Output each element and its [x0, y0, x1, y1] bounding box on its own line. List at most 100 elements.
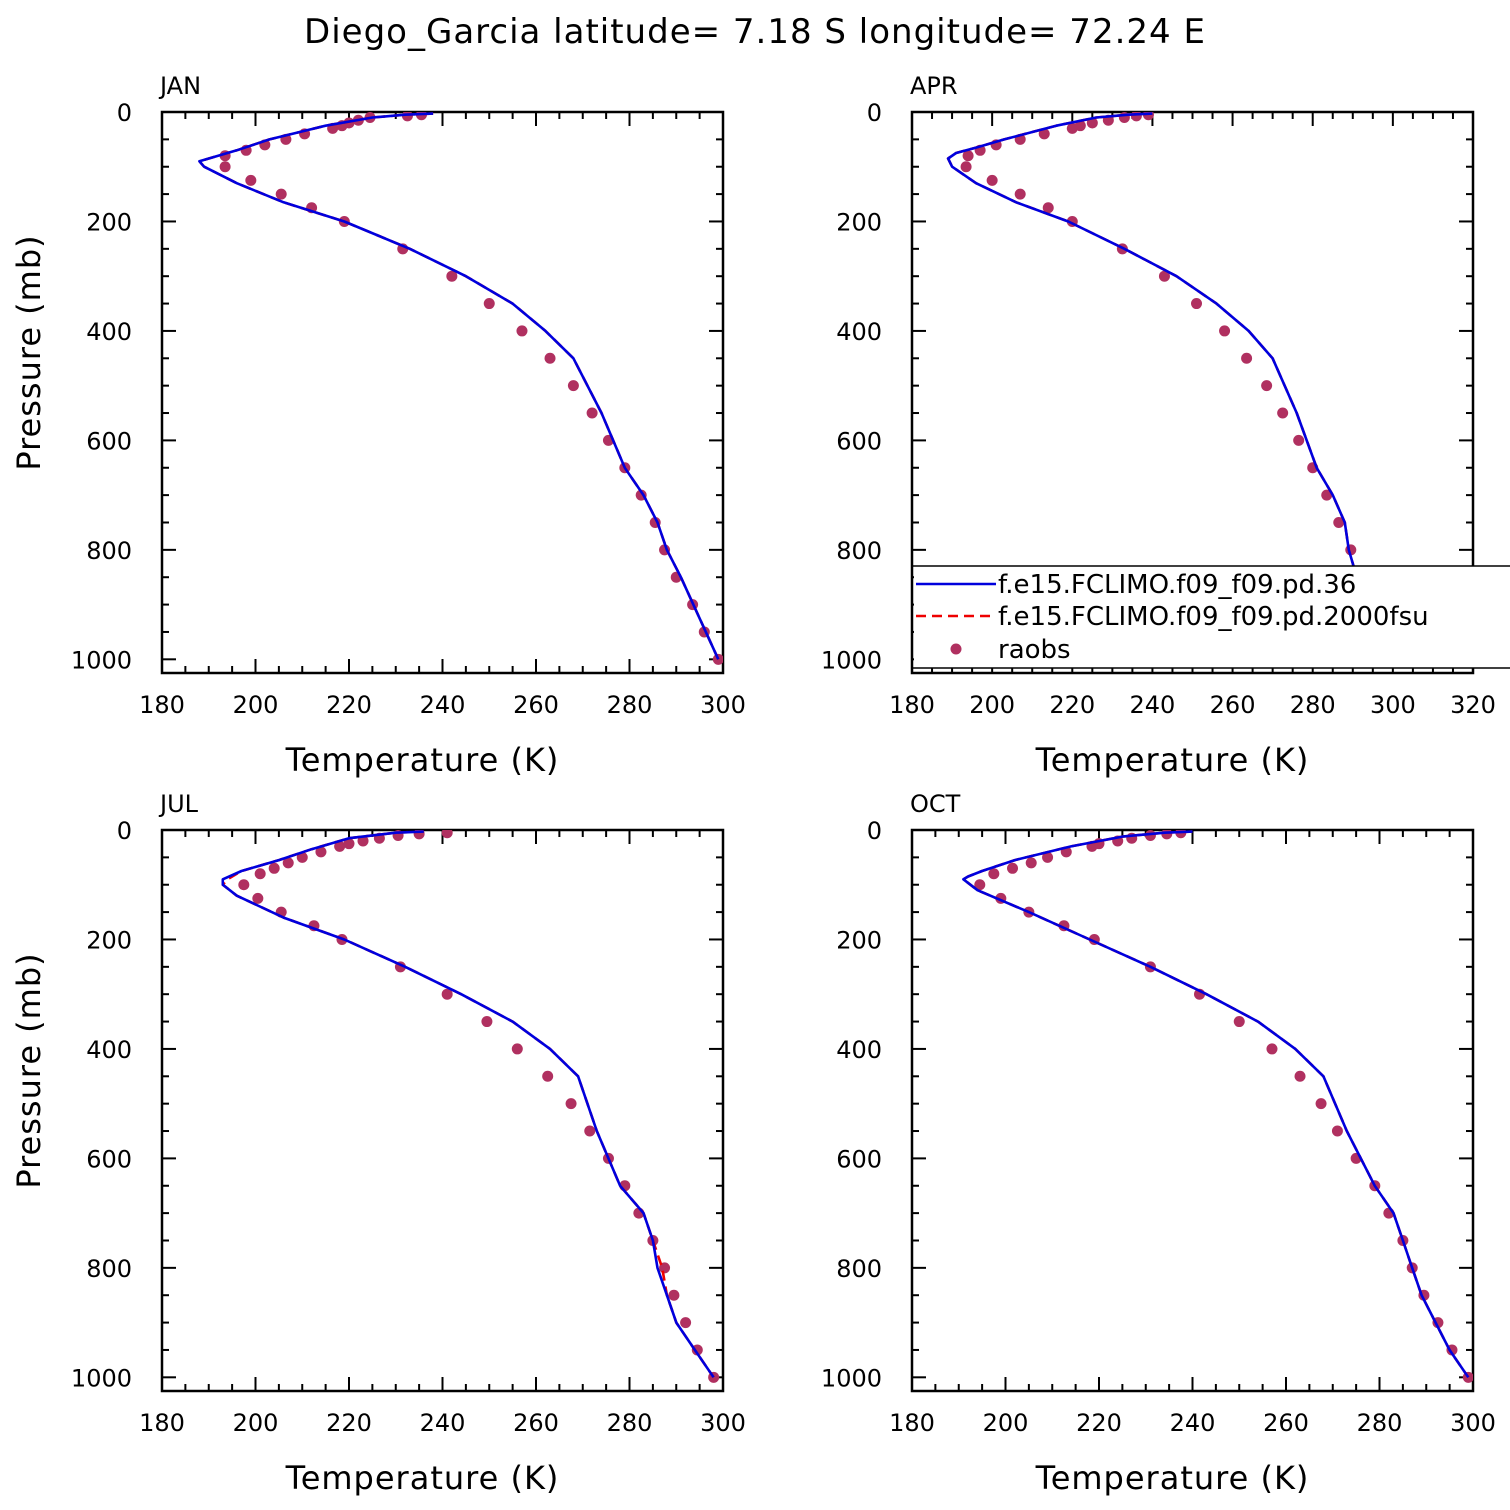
raobs-point [282, 857, 294, 869]
raobs-point [275, 188, 287, 200]
raobs-point [680, 1317, 692, 1329]
series-line-pd36 [198, 112, 720, 660]
x-tick-label: 280 [607, 1409, 653, 1437]
raobs-point [567, 380, 579, 392]
series-line-pd36 [946, 112, 1399, 660]
y-tick-label: 600 [836, 427, 882, 455]
y-tick-label: 600 [836, 1145, 882, 1173]
x-tick-label: 280 [607, 691, 653, 719]
x-tick-label: 240 [420, 691, 466, 719]
x-tick-label: 240 [1170, 1409, 1216, 1437]
raobs-point [1007, 862, 1019, 874]
x-tick-label: 200 [233, 691, 279, 719]
y-tick-label: 1000 [821, 646, 882, 674]
x-tick-label: 220 [326, 1409, 372, 1437]
raobs-point [1331, 1125, 1343, 1137]
raobs-point [511, 1043, 523, 1055]
plot-frame [910, 828, 1475, 1393]
x-tick-label: 200 [969, 691, 1015, 719]
raobs-point [659, 1262, 671, 1274]
raobs-point [268, 862, 280, 874]
raobs-point [1038, 128, 1050, 140]
raobs-point [586, 407, 598, 419]
x-tick-label: 300 [1450, 1409, 1496, 1437]
page-title: Diego_Garcia latitude= 7.18 S longitude=… [304, 12, 1206, 52]
y-tick-label: 200 [836, 926, 882, 954]
y-tick-label: 800 [836, 1255, 882, 1283]
y-axis-label: Pressure (mb) [10, 234, 48, 470]
x-tick-label: 220 [1076, 1409, 1122, 1437]
raobs-point [343, 838, 355, 850]
legend-label: raobs [998, 635, 1071, 665]
raobs-point [542, 1070, 554, 1082]
x-axis-label: Temperature (K) [1035, 741, 1310, 779]
y-tick-label: 0 [117, 817, 132, 845]
x-tick-label: 180 [889, 1409, 935, 1437]
y-tick-label: 600 [86, 427, 132, 455]
raobs-point [446, 270, 458, 282]
raobs-point [1321, 489, 1333, 501]
x-tick-label: 260 [513, 1409, 559, 1437]
panel-apr: 180 200 220 240 260 280 300 320 0 200 400 600 800 100… [821, 72, 1496, 779]
y-tick-label: 200 [836, 208, 882, 236]
raobs-point [1261, 380, 1273, 392]
raobs-point [960, 161, 972, 173]
raobs-point [252, 892, 264, 904]
y-tick-label: 400 [86, 1036, 132, 1064]
x-tick-label: 200 [233, 1409, 279, 1437]
y-tick-label: 0 [117, 99, 132, 127]
raobs-point [988, 868, 1000, 880]
x-tick-label: 280 [1357, 1409, 1403, 1437]
raobs-point [219, 161, 231, 173]
x-tick-label: 180 [139, 691, 185, 719]
plot-frame [160, 110, 725, 675]
raobs-point [544, 352, 556, 364]
legend-swatch-marker [950, 643, 962, 655]
panel-oct: 180 200 220 240 260 280 300 0 200 400 600 800 1000 OC… [821, 790, 1496, 1497]
raobs-point [1158, 270, 1170, 282]
series-line-pd36 [221, 830, 715, 1379]
x-axis-label: Temperature (K) [285, 1459, 560, 1497]
panel-label-jan: JAN [158, 72, 201, 100]
panel-label-oct: OCT [910, 790, 961, 818]
panel-jan: 180 200 220 240 260 280 300 0 200 400 600 800 1000 JA… [10, 72, 746, 779]
x-tick-label: 240 [1130, 691, 1176, 719]
x-axis-label: Temperature (K) [1035, 1459, 1310, 1497]
x-tick-label: 260 [513, 691, 559, 719]
panel-label-apr: APR [910, 72, 958, 100]
raobs-point [1066, 122, 1078, 134]
x-tick-label: 260 [1263, 1409, 1309, 1437]
raobs-point [986, 174, 998, 186]
raobs-point [584, 1125, 596, 1137]
raobs-point [334, 840, 346, 852]
raobs-point [668, 1289, 680, 1301]
y-tick-label: 0 [867, 99, 882, 127]
raobs-point [296, 851, 308, 863]
raobs-point [483, 298, 495, 310]
x-tick-label: 280 [1290, 691, 1336, 719]
x-tick-label: 200 [983, 1409, 1029, 1437]
raobs-point [1042, 202, 1054, 214]
raobs-point [1293, 434, 1305, 446]
x-tick-label: 300 [700, 691, 746, 719]
raobs-point [1315, 1098, 1327, 1110]
raobs-point [238, 879, 250, 891]
y-axis-label: Pressure (mb) [10, 952, 48, 1188]
series-line-pd2000fsu [962, 830, 1470, 1379]
x-tick-label: 300 [700, 1409, 746, 1437]
raobs-point [1294, 1070, 1306, 1082]
y-tick-label: 800 [836, 537, 882, 565]
y-tick-label: 0 [867, 817, 882, 845]
raobs-point [254, 868, 266, 880]
series-line-pd36 [962, 830, 1470, 1379]
plot-frame [160, 828, 725, 1393]
x-tick-label: 240 [420, 1409, 466, 1437]
raobs-point [1014, 188, 1026, 200]
legend-label: f.e15.FCLIMO.f09_f09.pd.36 [998, 570, 1356, 600]
y-tick-label: 1000 [821, 1364, 882, 1392]
raobs-point [245, 174, 257, 186]
x-tick-label: 220 [1049, 691, 1095, 719]
legend-label: f.e15.FCLIMO.f09_f09.pd.2000fsu [998, 602, 1429, 632]
y-tick-label: 200 [86, 208, 132, 236]
